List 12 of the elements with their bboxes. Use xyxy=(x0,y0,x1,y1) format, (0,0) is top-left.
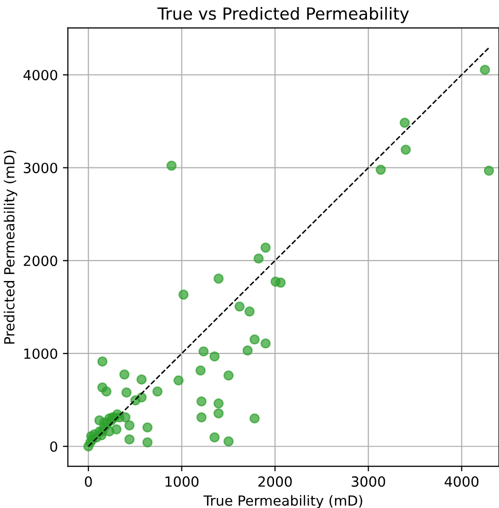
x-tick-label: 4000 xyxy=(444,476,478,487)
y-tick-label: 4000 xyxy=(23,70,58,80)
y-tick-label: 2000 xyxy=(24,256,58,266)
x-tick-label: 1000 xyxy=(166,476,198,487)
y-tick-label: 1000 xyxy=(24,348,58,359)
y-tick-label: 0 xyxy=(50,441,58,452)
x-tick-label: 3000 xyxy=(352,476,386,487)
x-tick-label: 0 xyxy=(84,476,92,487)
chart-title: True vs Predicted Permeability xyxy=(157,6,409,24)
y-axis-title: Predicted Permeability (mD) xyxy=(4,150,18,344)
y-tick-label: 3000 xyxy=(24,162,58,174)
x-tick-label: 2000 xyxy=(258,476,292,487)
